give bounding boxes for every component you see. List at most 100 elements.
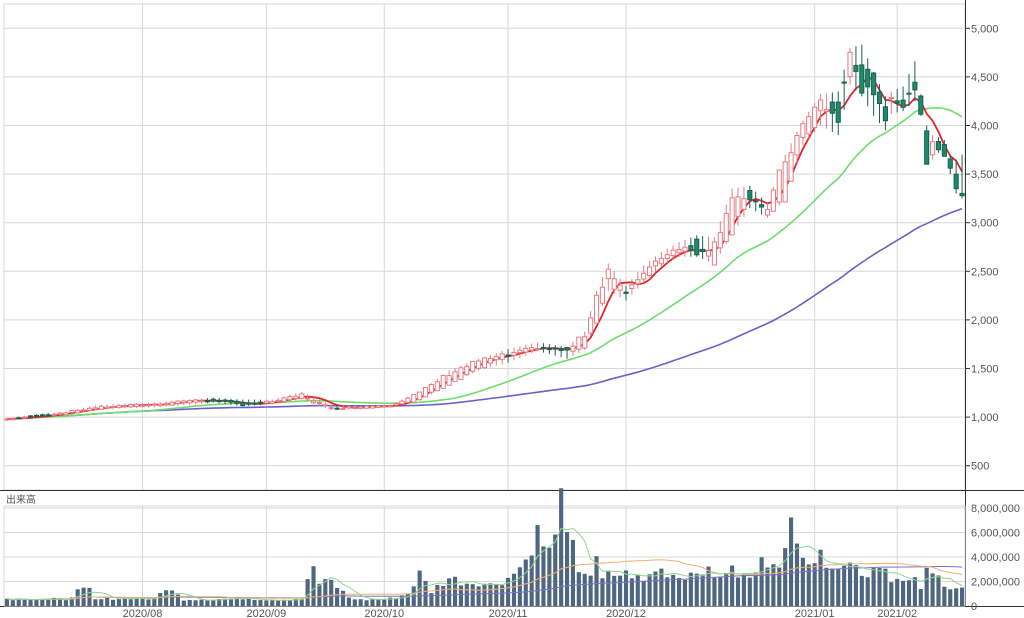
volume-bar	[447, 578, 452, 606]
candle-body	[888, 97, 894, 100]
candle-body	[163, 403, 169, 406]
candle-body	[39, 414, 45, 417]
volume-bar	[358, 599, 363, 606]
volume-tick-label: 8,000,000	[971, 503, 1020, 515]
candle-body	[375, 405, 381, 408]
candle-body	[92, 407, 98, 410]
volume-bar	[305, 579, 310, 606]
candle-body	[546, 348, 552, 351]
candle-body	[352, 406, 358, 409]
candle-body	[764, 209, 771, 216]
volume-bar	[676, 578, 682, 606]
volume-bar	[464, 583, 469, 606]
price-axis-labels: 5,000 4,500 4,000 3,500 3,000 2,500 2,000 1,500…	[971, 23, 999, 472]
candle-body	[51, 413, 57, 416]
candle-body	[210, 398, 216, 402]
volume-bar	[553, 534, 558, 606]
candle-body	[493, 355, 499, 361]
volume-bar	[470, 584, 475, 606]
x-tick-label: 2020/09	[246, 608, 286, 618]
candle-body	[835, 101, 841, 123]
volume-bar	[559, 488, 564, 606]
volume-bar	[423, 580, 428, 606]
volume-bar	[836, 568, 841, 606]
volume-bar	[789, 517, 794, 606]
volume-bar	[588, 575, 593, 606]
candle-body	[882, 106, 888, 122]
candle-body	[151, 403, 157, 406]
x-tick-label: 2020/11	[489, 608, 528, 618]
candle-body	[576, 336, 582, 350]
candle-body	[411, 394, 417, 403]
candle-body	[340, 407, 346, 410]
candle-body	[476, 360, 482, 369]
volume-bar	[376, 599, 381, 606]
volume-bar	[488, 583, 493, 606]
candle-body	[741, 198, 747, 210]
candle-body	[287, 396, 293, 401]
volume-bar	[99, 599, 104, 606]
volume-bar	[747, 577, 752, 606]
candle-body	[947, 158, 953, 169]
volume-bar	[370, 599, 375, 606]
candle-body	[623, 291, 629, 294]
candle-body	[629, 284, 635, 290]
candle-body	[723, 212, 729, 243]
candle-body	[534, 347, 541, 350]
volume-tick-label: 0	[971, 601, 977, 613]
volume-bar	[718, 577, 723, 606]
volume-tick-label: 6,000,000	[971, 528, 1020, 540]
candle-body	[422, 386, 429, 398]
candle-body	[252, 402, 258, 405]
candle-body	[529, 347, 535, 351]
volume-bar	[865, 577, 870, 606]
candle-body	[517, 349, 523, 354]
price-tick-label: 4,500	[971, 72, 999, 84]
candle-body	[670, 249, 676, 257]
candle-body	[558, 348, 564, 351]
volume-bar	[647, 574, 652, 606]
volume-bar	[199, 599, 204, 606]
volume-bar	[889, 582, 894, 606]
volume-bar	[895, 578, 900, 606]
price-tick-label: 1,500	[971, 364, 999, 376]
volume-tick-label: 4,000,000	[971, 552, 1020, 564]
price-tick-label: 500	[971, 461, 989, 473]
candle-body	[641, 272, 647, 280]
candle-body	[470, 361, 476, 372]
volume-bar	[942, 586, 947, 606]
candle-body	[735, 196, 741, 217]
volume-bar	[75, 589, 80, 606]
volume-bar	[211, 599, 216, 606]
volume-bar	[753, 572, 758, 606]
volume-bar	[948, 589, 953, 606]
volume-bar	[293, 599, 298, 606]
candle-body	[912, 81, 918, 91]
candle-body	[540, 347, 547, 350]
candle-body	[829, 101, 835, 114]
price-tick-label: 3,500	[971, 169, 999, 181]
volume-bar	[794, 543, 800, 606]
candle-body	[694, 238, 700, 256]
volume-bar	[812, 563, 817, 606]
volume-bar	[234, 596, 239, 606]
x-tick-label: 2020/10	[364, 608, 404, 618]
candle-body	[452, 371, 458, 383]
candle-body	[181, 400, 187, 404]
volume-bar	[883, 568, 888, 606]
candle-body	[204, 400, 210, 403]
candle-body	[322, 404, 328, 407]
candle-body	[45, 414, 51, 417]
volume-bar	[959, 587, 965, 606]
volume-bar	[564, 531, 570, 606]
candle-body	[134, 403, 140, 407]
candle-body	[853, 64, 859, 72]
candle-body	[346, 406, 352, 409]
candle-body	[711, 241, 717, 266]
volume-bar	[111, 599, 116, 606]
candle-body	[552, 347, 558, 350]
volume-bar	[635, 574, 640, 606]
volume-bar	[281, 599, 287, 606]
volume-bar	[181, 600, 186, 606]
volume-bar	[612, 575, 617, 606]
